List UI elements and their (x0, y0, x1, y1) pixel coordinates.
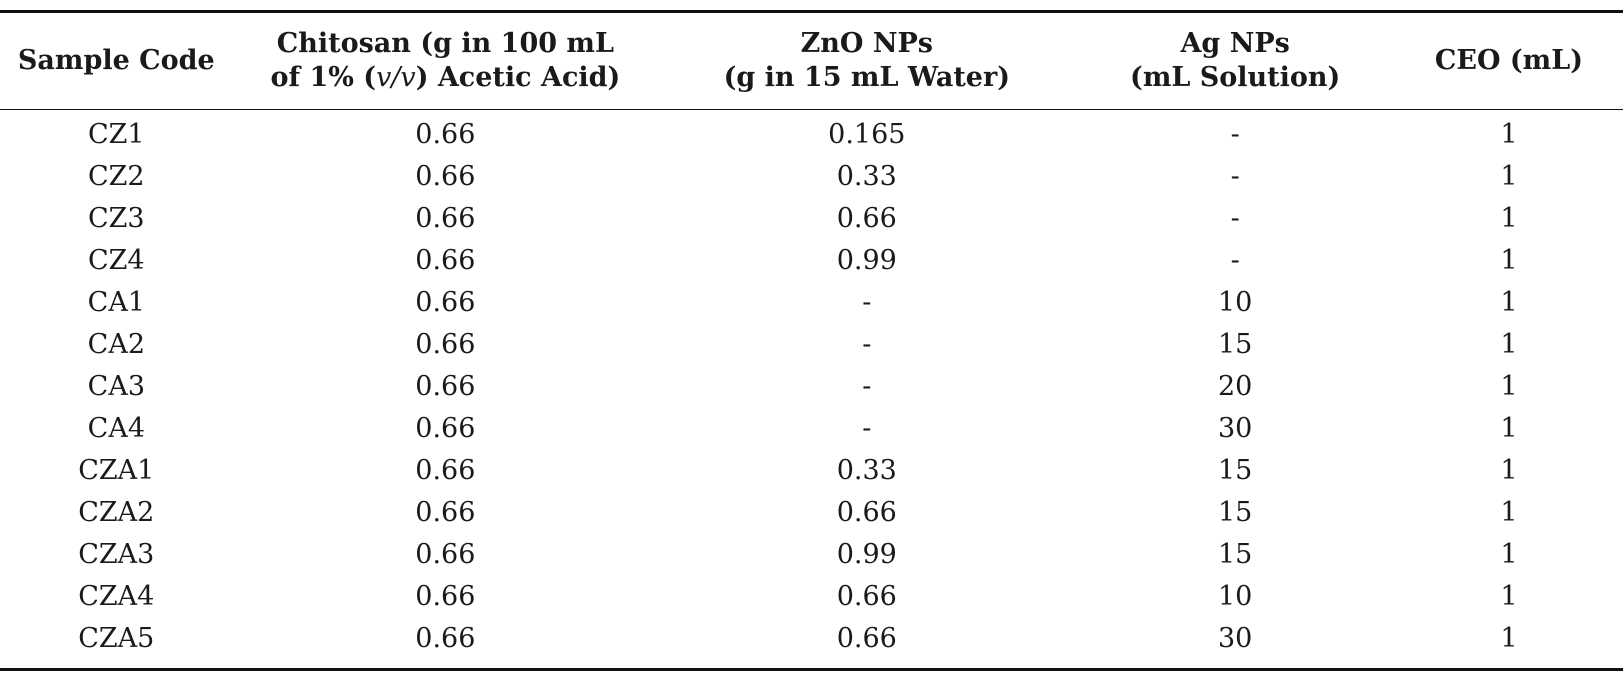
table-row: CA2 0.66 - 15 1 (0, 324, 1623, 366)
chitosan-cell: 0.66 (415, 581, 476, 612)
sample-code-cell: CZ2 (88, 161, 145, 192)
sample-code-cell: CA3 (87, 371, 145, 402)
chitosan-cell: 0.66 (415, 203, 476, 234)
chitosan-cell: 0.66 (415, 497, 476, 528)
header-zno-nps: ZnO NPs (g in 15 mL Water) (658, 12, 1075, 110)
table-row: CZA5 0.66 0.66 30 1 (0, 618, 1623, 670)
ag-cell: 20 (1218, 371, 1253, 402)
table-row: CZ1 0.66 0.165 - 1 (0, 110, 1623, 157)
sample-code-cell: CZA2 (78, 497, 155, 528)
ceo-cell: 1 (1500, 287, 1518, 318)
ag-cell: - (1230, 161, 1240, 192)
table-row: CZ4 0.66 0.99 - 1 (0, 240, 1623, 282)
table-body: CZ1 0.66 0.165 - 1 CZ2 0.66 0.33 - 1 CZ3 0.66 0.66 - 1… (0, 110, 1623, 670)
sample-code-cell: CA1 (87, 287, 145, 318)
ceo-cell: 1 (1500, 245, 1518, 276)
ag-cell: - (1230, 119, 1240, 150)
chitosan-cell: 0.66 (415, 413, 476, 444)
zno-cell: 0.99 (836, 539, 897, 570)
zno-cell: 0.66 (836, 623, 897, 654)
ceo-cell: 1 (1500, 455, 1518, 486)
zno-cell: - (862, 329, 872, 360)
table-row: CZA3 0.66 0.99 15 1 (0, 534, 1623, 576)
ceo-cell: 1 (1500, 413, 1518, 444)
chitosan-cell: 0.66 (415, 539, 476, 570)
chitosan-cell: 0.66 (415, 455, 476, 486)
header-line: of 1% (v/v) Acetic Acid) (270, 62, 621, 93)
sample-code-cell: CZA1 (78, 455, 155, 486)
table-row: CA4 0.66 - 30 1 (0, 408, 1623, 450)
sample-code-cell: CZ4 (88, 245, 145, 276)
table-header: Sample Code Chitosan (g in 100 mL of 1% … (0, 11, 1623, 110)
header-line: (g in 15 mL Water) (723, 62, 1010, 93)
sample-code-cell: CZ3 (88, 203, 145, 234)
sample-code-cell: CA2 (87, 329, 145, 360)
ag-cell: 10 (1218, 287, 1253, 318)
header-line: Ag NPs (1180, 28, 1290, 59)
table-row: CZA4 0.66 0.66 10 1 (0, 576, 1623, 618)
ag-cell: - (1230, 245, 1240, 276)
ceo-cell: 1 (1500, 623, 1518, 654)
header-chitosan: Chitosan (g in 100 mL of 1% (v/v) Acetic… (233, 12, 658, 110)
ag-cell: 15 (1218, 497, 1253, 528)
ceo-cell: 1 (1500, 497, 1518, 528)
header-line: (mL Solution) (1130, 62, 1341, 93)
ceo-cell: 1 (1500, 539, 1518, 570)
header-row: Sample Code Chitosan (g in 100 mL of 1% … (0, 11, 1623, 110)
header-ag-nps: Ag NPs (mL Solution) (1076, 12, 1395, 110)
sample-code-cell: CZ1 (88, 119, 145, 150)
chitosan-cell: 0.66 (415, 287, 476, 318)
header-sample-code: Sample Code (0, 12, 233, 110)
chitosan-cell: 0.66 (415, 245, 476, 276)
zno-cell: 0.99 (836, 245, 897, 276)
zno-cell: 0.165 (828, 119, 906, 150)
ag-cell: 15 (1218, 539, 1253, 570)
zno-cell: 0.33 (836, 161, 897, 192)
zno-cell: 0.66 (836, 497, 897, 528)
chitosan-cell: 0.66 (415, 329, 476, 360)
ag-cell: 30 (1218, 623, 1253, 654)
table-row: CA3 0.66 - 20 1 (0, 366, 1623, 408)
table-row: CZA2 0.66 0.66 15 1 (0, 492, 1623, 534)
zno-cell: 0.66 (836, 203, 897, 234)
table-row: CZ2 0.66 0.33 - 1 (0, 156, 1623, 198)
ceo-cell: 1 (1500, 119, 1518, 150)
ceo-cell: 1 (1500, 161, 1518, 192)
ag-cell: - (1230, 203, 1240, 234)
chitosan-cell: 0.66 (415, 371, 476, 402)
ceo-cell: 1 (1500, 371, 1518, 402)
data-table: Sample Code Chitosan (g in 100 mL of 1% … (0, 10, 1623, 671)
header-line: Sample Code (17, 45, 215, 76)
ag-cell: 15 (1218, 455, 1253, 486)
chitosan-cell: 0.66 (415, 161, 476, 192)
ag-cell: 15 (1218, 329, 1253, 360)
sample-code-cell: CZA3 (78, 539, 155, 570)
zno-cell: - (862, 287, 872, 318)
italic-ratio: v/v (376, 62, 416, 93)
ceo-cell: 1 (1500, 203, 1518, 234)
sample-code-cell: CZA5 (78, 623, 155, 654)
sample-code-cell: CZA4 (78, 581, 155, 612)
ag-cell: 10 (1218, 581, 1253, 612)
header-ceo: CEO (mL) (1395, 12, 1623, 110)
ceo-cell: 1 (1500, 329, 1518, 360)
chitosan-cell: 0.66 (415, 119, 476, 150)
zno-cell: 0.66 (836, 581, 897, 612)
table-row: CA1 0.66 - 10 1 (0, 282, 1623, 324)
ceo-cell: 1 (1500, 581, 1518, 612)
chitosan-cell: 0.66 (415, 623, 476, 654)
zno-cell: 0.33 (836, 455, 897, 486)
header-line: ZnO NPs (800, 28, 934, 59)
table-row: CZA1 0.66 0.33 15 1 (0, 450, 1623, 492)
sample-code-cell: CA4 (87, 413, 145, 444)
ag-cell: 30 (1218, 413, 1253, 444)
header-line: Chitosan (g in 100 mL (276, 28, 614, 59)
zno-cell: - (862, 371, 872, 402)
header-line: CEO (mL) (1434, 45, 1583, 76)
table-row: CZ3 0.66 0.66 - 1 (0, 198, 1623, 240)
zno-cell: - (862, 413, 872, 444)
